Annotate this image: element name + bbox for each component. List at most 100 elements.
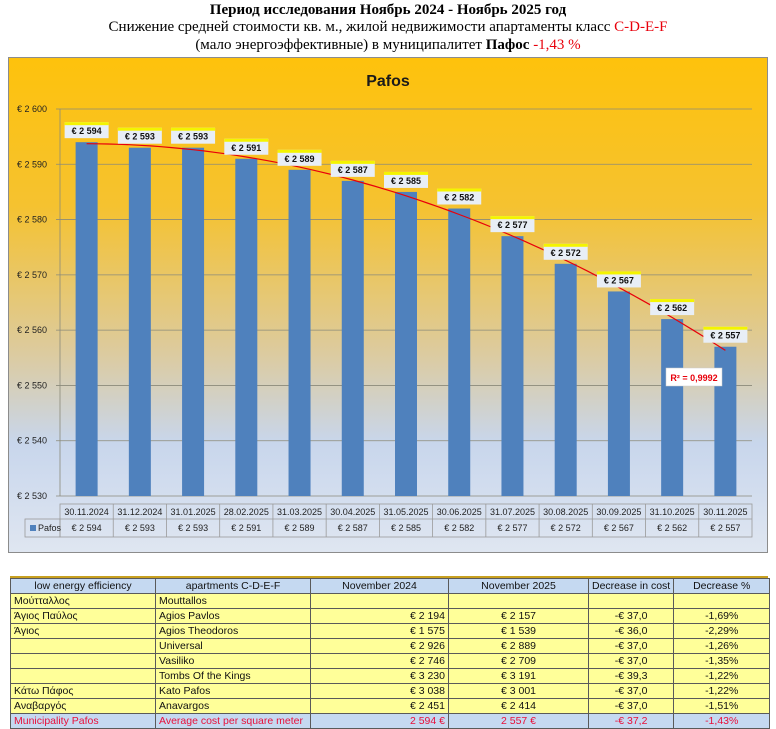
data-label: € 2 591 [224, 138, 269, 155]
r2-label: R² = 0,9992 [665, 367, 723, 387]
table-cell [10, 638, 156, 654]
data-table-value: € 2 562 [657, 523, 687, 533]
data-label: € 2 593 [117, 127, 162, 144]
legend-label: Pafos [38, 523, 62, 533]
table-top-border [10, 576, 768, 579]
data-table-value: € 2 557 [710, 523, 740, 533]
table-cell: Anavargos [155, 698, 311, 714]
city-name: Пафос [485, 37, 530, 53]
x-tick-label: 28.02.2025 [224, 507, 269, 517]
legend-swatch [30, 525, 36, 531]
total-cell: Municipality Pafos [10, 713, 156, 729]
table-row: Μούτταλλος Mouttallos [10, 593, 771, 609]
y-tick-label: € 2 540 [17, 436, 47, 446]
data-label: € 2 572 [543, 243, 588, 260]
chart-title: Pafos [366, 73, 410, 90]
data-label: € 2 567 [596, 271, 641, 288]
x-tick-label: 30.11.2025 [703, 507, 747, 517]
header-cell: November 2024 [310, 578, 449, 594]
r2-text: R² = 0,9992 [670, 373, 717, 383]
x-tick-label: 30.09.2025 [596, 507, 641, 517]
table-cell: -2,29% [673, 623, 771, 639]
x-tick-label: 31.07.2025 [490, 507, 535, 517]
change-percent: -1,43 % [529, 37, 581, 53]
data-label-text: € 2 585 [391, 176, 421, 186]
x-tick-label: 31.12.2024 [117, 507, 162, 517]
data-table-value: € 2 589 [285, 523, 315, 533]
total-cell: 2 557 € [448, 713, 589, 729]
table-cell [587, 593, 675, 609]
x-tick-label: 30.11.2024 [64, 507, 108, 517]
data-label: € 2 557 [703, 326, 748, 343]
x-tick-label: 31.03.2025 [277, 507, 322, 517]
table-cell: Agios Pavlos [155, 608, 311, 624]
bars [75, 142, 737, 497]
x-tick-label: 30.08.2025 [543, 507, 588, 517]
data-label-text: € 2 593 [178, 132, 208, 142]
bar [341, 180, 364, 496]
table-cell: Agios Theodoros [155, 623, 311, 639]
data-label: € 2 594 [64, 122, 109, 139]
page-heading: Период исследования Ноябрь 2024 - Ноябрь… [209, 2, 567, 18]
table-cell [673, 593, 771, 609]
data-labels: € 2 594 € 2 593 € 2 593 € 2 591 € 2 589 € 2 5… [64, 122, 748, 343]
table-cell: € 2 889 [448, 638, 589, 654]
x-tick-label: 30.04.2025 [330, 507, 375, 517]
bar-chart: Pafos € 2 530 € 2 540 € 2 550 € 2 560 € 2 57… [17, 73, 753, 538]
bar [607, 291, 630, 496]
x-tick-label: 31.05.2025 [383, 507, 428, 517]
y-tick-label: € 2 600 [17, 104, 47, 114]
table-cell: € 2 194 [310, 608, 449, 624]
table-cell: -1,69% [673, 608, 771, 624]
data-label: € 2 587 [330, 160, 375, 177]
bar [501, 236, 524, 496]
table-cell: € 3 038 [310, 683, 449, 699]
table-row: Άγιος Agios Theodoros € 1 575 € 1 539 -€ 36,… [10, 623, 771, 639]
table-cell: € 2 709 [448, 653, 589, 669]
page-subheading: Снижение средней стоимости кв. м., жилой… [0, 19, 776, 36]
data-label-text: € 2 577 [497, 220, 527, 230]
table-cell: € 2 157 [448, 608, 589, 624]
data-label-text: € 2 567 [604, 275, 634, 285]
table-cell: € 1 575 [310, 623, 449, 639]
trendline [86, 143, 726, 351]
page-subheading-2: (мало энергоэффективные) в муниципалитет… [0, 37, 776, 54]
total-cell: -€ 37,2 [587, 713, 675, 729]
table-cell: Μούτταλλος [10, 593, 156, 609]
table-row: Universal € 2 926 € 2 889 -€ 37,0 -1,26% [10, 638, 771, 654]
data-label-text: € 2 572 [551, 248, 581, 258]
table-cell: Kato Pafos [155, 683, 311, 699]
data-table-value: € 2 593 [178, 523, 208, 533]
x-tick-label: 30.06.2025 [437, 507, 482, 517]
table-cell: € 2 451 [310, 698, 449, 714]
table-cell: -€ 37,0 [587, 638, 675, 654]
y-axis-ticks: € 2 530 € 2 540 € 2 550 € 2 560 € 2 570 € 2 5… [17, 104, 47, 501]
data-label-text: € 2 587 [338, 165, 368, 175]
bar [395, 191, 417, 496]
bar [182, 147, 205, 496]
table-cell [10, 668, 156, 684]
table-cell: -€ 37,0 [587, 608, 675, 624]
table-cell: -€ 37,0 [587, 698, 675, 714]
header-cell: Decrease % [673, 578, 771, 594]
energy-class: C-D-E-F [614, 19, 668, 35]
table-cell: Universal [155, 638, 311, 654]
data-label: € 2 589 [277, 149, 322, 166]
table-cell: € 3 001 [448, 683, 589, 699]
total-cell: Average cost per square meter [155, 713, 311, 729]
table-cell: -1,22% [673, 683, 771, 699]
bar [128, 147, 151, 496]
header-cell: November 2025 [448, 578, 589, 594]
bar [554, 263, 577, 496]
data-table-value: € 2 577 [497, 523, 527, 533]
y-tick-label: € 2 530 [17, 491, 47, 501]
header-cell: Decrease in cost [587, 578, 675, 594]
bar [288, 169, 311, 497]
y-tick-label: € 2 590 [17, 159, 47, 169]
table-cell: Κάτω Πάφος [10, 683, 156, 699]
data-table-value: € 2 593 [125, 523, 155, 533]
table-row: Κάτω Πάφος Kato Pafos € 3 038 € 3 001 -€ 37,… [10, 683, 771, 699]
table-cell: Άγιος Παύλος [10, 608, 156, 624]
bar [448, 208, 471, 496]
